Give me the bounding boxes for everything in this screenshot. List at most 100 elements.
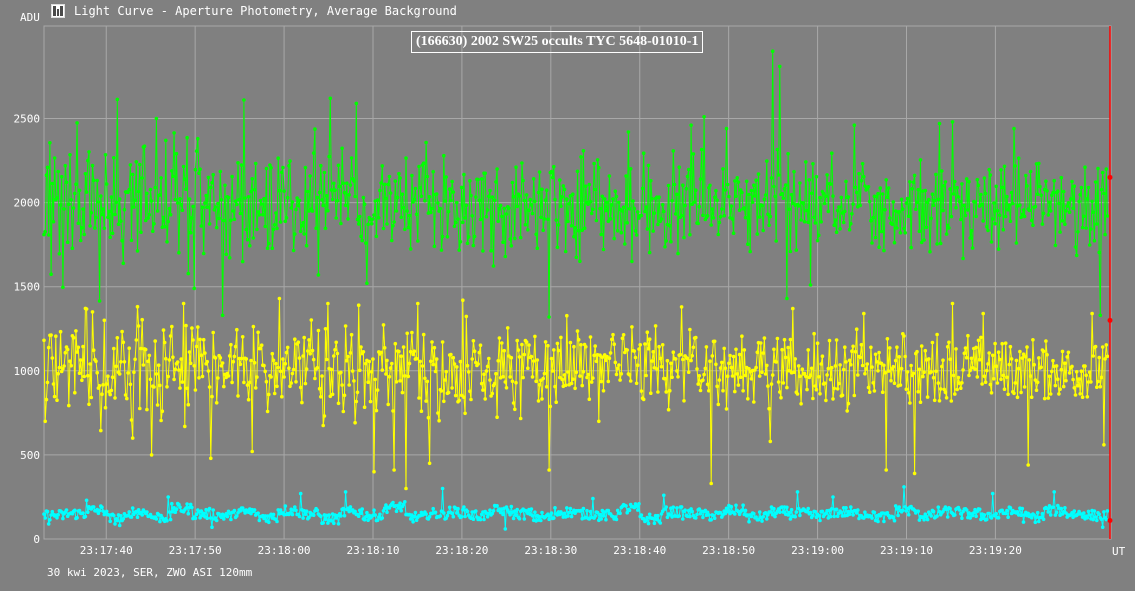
data-point [269,375,273,379]
data-point [390,238,394,243]
data-point [245,237,250,242]
data-point [964,177,969,181]
data-point [269,166,273,170]
cursor-marker [1107,317,1113,323]
data-point [702,115,706,119]
data-point [212,208,217,212]
data-point [451,190,456,194]
data-point [1100,345,1105,349]
data-point [458,359,463,364]
data-point [490,391,495,396]
data-point [327,513,331,517]
data-point [156,363,161,368]
data-point [127,187,131,192]
data-point [236,511,240,515]
data-point [1071,206,1075,211]
data-point [921,374,925,379]
data-point [55,516,59,520]
x-tick-label: 23:17:40 [80,544,133,557]
data-point [132,370,136,375]
data-point [352,379,356,383]
light-curve-app-icon[interactable] [51,4,65,18]
data-point [1089,227,1093,231]
data-point [633,229,638,233]
data-point [854,190,859,195]
data-point [702,372,706,377]
data-point [1059,175,1064,180]
data-point [786,345,790,350]
data-point [192,286,196,291]
data-point [591,207,595,212]
data-point [918,158,923,162]
data-point [879,361,884,366]
data-point [115,336,120,340]
chart-grid [43,25,1112,540]
data-point [356,514,361,518]
data-point [62,207,66,211]
data-point [145,191,149,196]
data-point [1091,354,1095,358]
data-point [184,187,188,191]
data-point [1029,218,1034,223]
data-point [320,198,324,202]
data-point [154,372,159,376]
data-point [316,273,321,277]
data-point [514,513,518,518]
data-point [332,521,336,526]
data-point [552,516,556,520]
data-point [863,510,867,514]
data-point [384,196,388,201]
data-point [84,498,89,503]
data-point [738,375,743,380]
data-point [845,409,849,413]
data-point [724,126,729,131]
data-point [857,516,861,521]
data-point [70,246,75,250]
time-cursor[interactable] [1107,26,1113,539]
data-point [1080,395,1085,400]
data-point [936,197,941,202]
data-point [89,211,94,215]
data-point [526,366,530,371]
data-point [960,182,964,186]
data-point [104,509,109,514]
data-point [683,203,687,208]
data-point [718,214,723,219]
data-point [495,167,499,171]
data-point [329,519,334,523]
data-point [149,453,154,457]
data-point [686,370,691,375]
data-point [976,183,981,188]
data-point [615,229,620,233]
data-point [1000,185,1004,190]
data-point [283,219,288,224]
data-point [411,520,415,524]
data-point [280,394,284,399]
data-point [301,516,305,520]
data-point [584,345,588,349]
data-point [998,213,1002,217]
data-point [830,365,834,370]
data-point [219,364,224,368]
data-point [813,384,818,388]
data-point [193,388,198,392]
data-point [62,364,66,368]
data-point [1061,384,1066,389]
data-point [825,373,829,377]
data-point [560,195,564,199]
data-point [372,469,376,474]
data-point [721,388,725,393]
data-point [135,304,140,309]
data-point [579,343,583,347]
data-point [757,510,762,514]
data-point [1007,203,1012,207]
data-point [968,236,972,240]
data-point [623,242,627,246]
data-point [425,379,430,384]
data-point [328,96,333,101]
data-point [311,513,316,517]
data-point [503,254,508,259]
data-point [664,505,668,509]
data-point [1097,512,1101,517]
